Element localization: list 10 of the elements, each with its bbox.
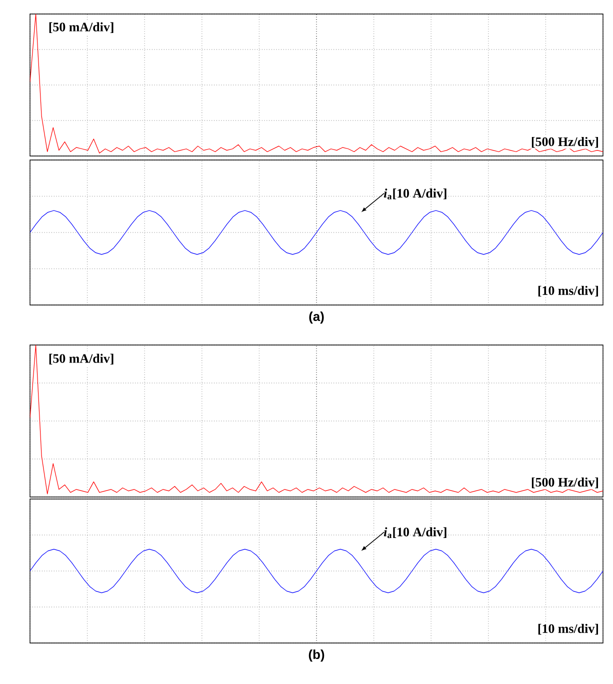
annotation: [500 Hz/div]: [532, 477, 598, 488]
annotation: [50 mA/div]: [49, 354, 114, 365]
text: i$_{a}$[10 A/div]: [384, 527, 446, 538]
text: (a): [309, 312, 324, 324]
text: [10 ms/div]: [538, 624, 598, 635]
text: [10 ms/div]: [538, 286, 598, 297]
text: i$_{a}$[10 A/div]: [384, 188, 446, 200]
annotation: [500 Hz/div]: [532, 136, 598, 148]
annotation: [50 mA/div]: [49, 22, 114, 34]
text: (b): [308, 650, 324, 662]
